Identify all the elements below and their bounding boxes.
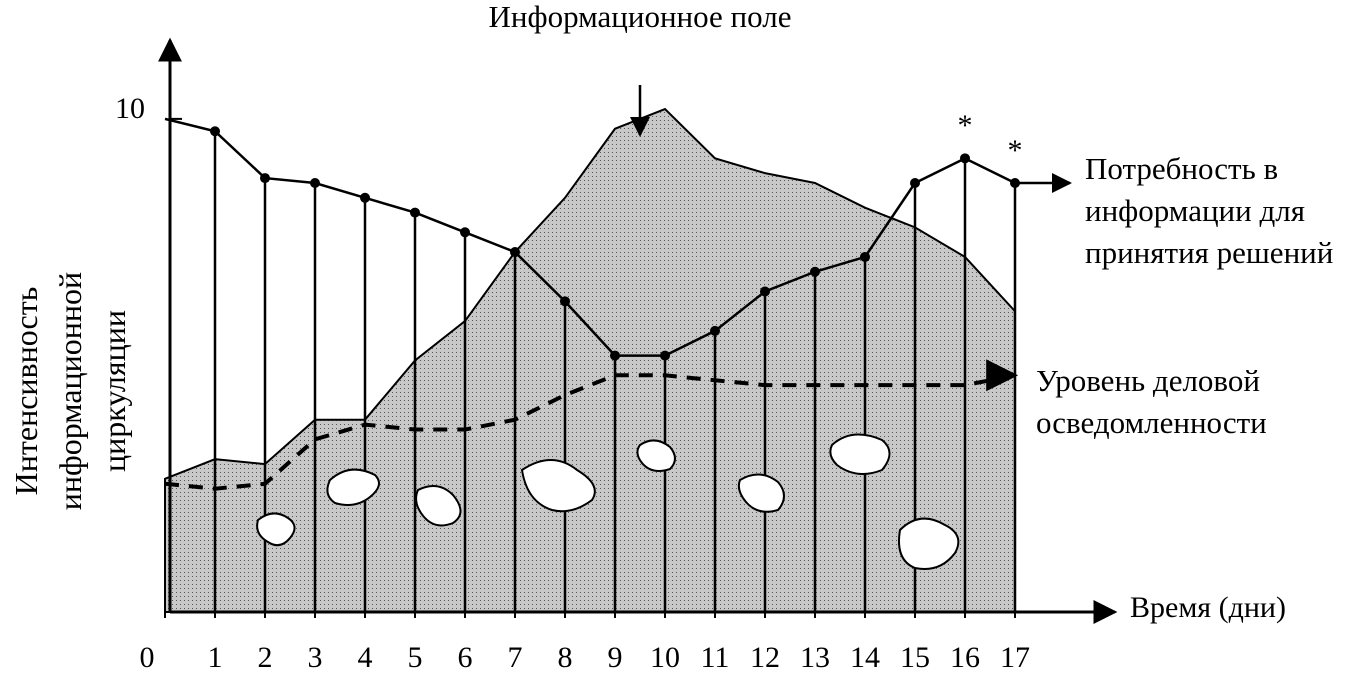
- need-point: [760, 286, 770, 297]
- x-tick-label: 16: [950, 641, 980, 674]
- need-point: [510, 247, 520, 258]
- x-tick-label: 12: [750, 641, 780, 674]
- x-tick-label: 11: [701, 641, 730, 674]
- need-point: [260, 173, 270, 184]
- need-point: [810, 266, 820, 277]
- info-field-label: Информационное поле: [488, 0, 792, 34]
- need-point: [610, 350, 620, 361]
- x-tick-label: 9: [608, 641, 623, 674]
- need-point: [860, 251, 870, 262]
- y-axis-label: Интенсивность информационной циркуляции: [8, 271, 132, 511]
- x-tick-label: 0: [140, 641, 155, 674]
- awareness-label: Уровень деловой осведомленности: [1036, 363, 1267, 440]
- x-tick-label: 10: [650, 641, 680, 674]
- y-tick-label: 10: [115, 92, 145, 125]
- need-point: [710, 325, 720, 336]
- need-point: [310, 178, 320, 188]
- x-tick-label: 3: [308, 641, 323, 674]
- need-point: [210, 126, 220, 137]
- need-point: [360, 192, 370, 203]
- x-tick-label: 5: [408, 641, 423, 674]
- need-point: [560, 296, 570, 307]
- x-tick-label: 4: [358, 641, 373, 674]
- x-tick-label: 6: [458, 641, 473, 674]
- x-tick-label: 17: [1000, 641, 1030, 674]
- asterisk-annotation: *: [1008, 134, 1023, 167]
- need-label: Потребность в информации для принятия ре…: [1085, 151, 1334, 270]
- asterisk-annotation: *: [958, 109, 973, 142]
- need-point: [910, 178, 920, 188]
- x-axis-label: Время (дни): [1130, 591, 1286, 624]
- need-point: [410, 207, 420, 218]
- x-tick-label: 14: [850, 641, 880, 674]
- decor-blobs: [256, 433, 960, 570]
- awareness-line: [164, 365, 1019, 491]
- need-point: [1010, 178, 1020, 188]
- x-tick-label: 15: [900, 641, 930, 674]
- need-point: [660, 350, 670, 361]
- x-tick-label: 8: [558, 641, 573, 674]
- need-point: [460, 227, 470, 238]
- x-tick-label: 1: [208, 641, 223, 674]
- info-field-area: [164, 107, 1016, 613]
- need-point: [960, 153, 970, 164]
- x-tick-label: 13: [800, 641, 830, 674]
- x-tick-label: 2: [258, 641, 273, 674]
- x-tick-label: 7: [508, 641, 523, 674]
